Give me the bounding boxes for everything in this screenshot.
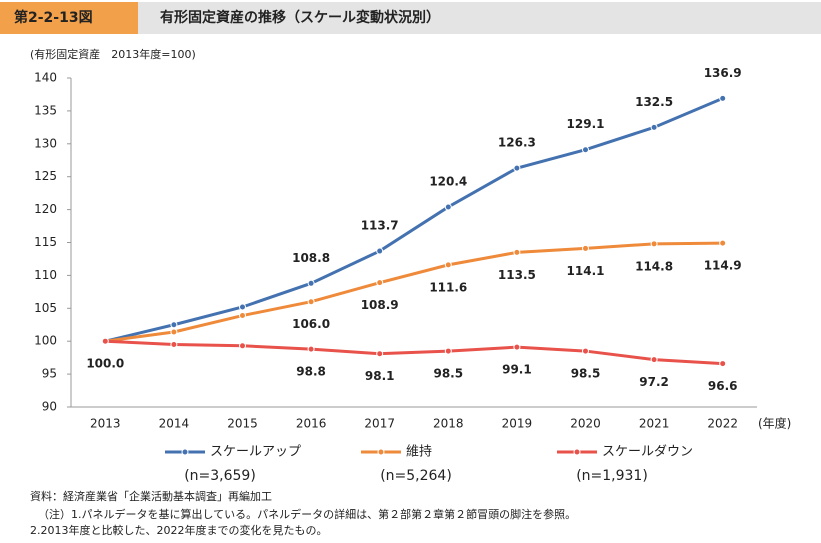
x-tick-label: 2018 xyxy=(433,417,464,431)
data-point xyxy=(582,244,589,252)
value-label: 100.0 xyxy=(86,357,124,371)
note: 資料：経済産業省「企業活動基本調査」再編加工 xyxy=(30,489,272,503)
y-tick-label: 95 xyxy=(42,367,57,381)
y-tick-label: 110 xyxy=(34,268,57,282)
data-point xyxy=(582,146,589,154)
data-point xyxy=(444,203,452,211)
value-label: 98.5 xyxy=(433,367,463,381)
data-point xyxy=(650,240,658,248)
data-point xyxy=(513,343,521,351)
legend-note: (n=3,659) xyxy=(184,468,256,484)
x-tick-label: 2014 xyxy=(159,417,190,431)
value-label: 108.8 xyxy=(292,251,330,265)
data-point xyxy=(650,123,658,131)
title: 有形固定資産の推移（スケール変動状況別） xyxy=(160,9,440,26)
legend-label: スケールダウン xyxy=(602,445,693,460)
data-point xyxy=(444,261,452,269)
value-label: 114.9 xyxy=(704,259,742,273)
legend-note: (n=5,264) xyxy=(380,468,452,484)
data-point xyxy=(650,356,658,364)
value-label: 98.1 xyxy=(365,369,395,383)
value-label: 98.8 xyxy=(296,365,326,379)
x-axis-label: (年度) xyxy=(758,416,791,431)
legend-label: 維持 xyxy=(406,445,432,460)
data-point xyxy=(239,342,246,350)
value-label: 96.6 xyxy=(708,379,738,393)
value-label: 120.4 xyxy=(429,174,467,188)
series-line xyxy=(105,241,723,343)
y-tick-label: 125 xyxy=(34,169,57,183)
data-point xyxy=(582,347,589,355)
x-tick-label: 2021 xyxy=(639,417,670,431)
x-tick-label: 2019 xyxy=(502,417,533,431)
figure-no-box xyxy=(0,2,138,34)
data-point xyxy=(101,337,109,345)
data-point xyxy=(170,340,178,348)
value-label: 114.1 xyxy=(567,264,605,278)
data-point xyxy=(170,328,178,336)
legend-label: スケールアップ xyxy=(210,445,301,460)
value-label: 136.9 xyxy=(704,66,742,80)
value-label: 106.0 xyxy=(292,317,330,331)
y-tick-label: 140 xyxy=(34,71,57,85)
y-tick-label: 115 xyxy=(34,235,57,249)
value-label: 114.8 xyxy=(635,259,673,273)
legend-marker xyxy=(377,448,385,456)
series-line xyxy=(104,97,724,343)
legend-marker xyxy=(573,448,581,456)
x-tick-label: 2020 xyxy=(570,417,601,431)
value-label: 97.2 xyxy=(639,375,669,389)
value-label: 111.6 xyxy=(429,280,467,294)
y-tick-label: 105 xyxy=(34,301,57,315)
y-tick-label: 120 xyxy=(34,202,57,216)
data-point xyxy=(307,345,315,353)
value-label: 113.7 xyxy=(361,219,399,233)
x-tick-label: 2015 xyxy=(227,417,258,431)
data-point xyxy=(513,164,521,172)
y-axis-label: (有形固定資産 2013年度=100) xyxy=(30,47,196,61)
data-point xyxy=(170,321,178,329)
value-label: 113.5 xyxy=(498,268,536,282)
value-label: 126.3 xyxy=(498,136,536,150)
figure-no: 第2-2-13図 xyxy=(14,9,93,26)
x-tick-label: 2017 xyxy=(364,417,395,431)
value-label: 99.1 xyxy=(502,363,532,377)
data-point xyxy=(239,303,246,311)
x-tick-label: 2016 xyxy=(296,417,327,431)
legend-marker xyxy=(181,448,189,456)
y-tick-label: 90 xyxy=(42,400,57,414)
data-point xyxy=(513,248,521,256)
value-label: 98.5 xyxy=(571,367,601,381)
x-tick-label: 2013 xyxy=(90,417,121,431)
data-point xyxy=(719,94,727,102)
y-tick-label: 100 xyxy=(34,334,57,348)
data-point xyxy=(444,347,452,355)
data-point xyxy=(376,279,384,287)
series-line xyxy=(105,339,723,366)
y-tick-label: 130 xyxy=(34,136,57,150)
legend-note: (n=1,931) xyxy=(576,468,648,484)
data-point xyxy=(376,350,384,358)
data-point xyxy=(719,360,727,368)
note: 2.2013年度と比較した、2022年度までの変化を見たもの。 xyxy=(30,523,327,537)
value-label: 132.5 xyxy=(635,95,673,109)
x-tick-label: 2022 xyxy=(707,417,738,431)
note: （注）1.パネルデータを基に算出している。パネルデータの詳細は、第２部第２章第２… xyxy=(38,507,576,521)
data-point xyxy=(307,298,315,306)
value-label: 108.9 xyxy=(361,298,399,312)
data-point xyxy=(239,312,246,320)
data-point xyxy=(719,239,727,247)
data-point xyxy=(307,279,315,287)
value-label: 129.1 xyxy=(567,117,605,131)
data-point xyxy=(376,247,384,255)
y-tick-label: 135 xyxy=(34,103,57,117)
